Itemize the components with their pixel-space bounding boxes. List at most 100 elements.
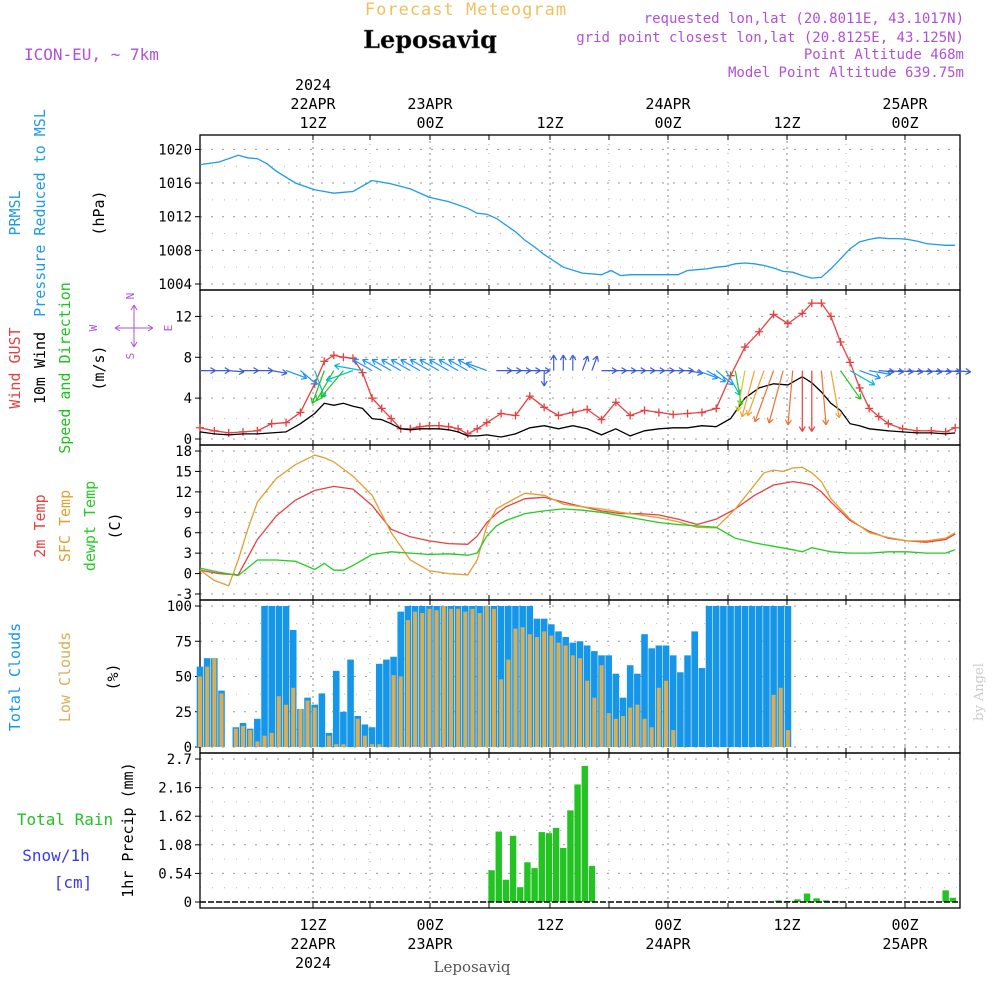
panel-precip: 0 0.54 1.08 1.62 2.16 2.7 bbox=[158, 752, 961, 911]
bottom-time-label: 00Z bbox=[416, 916, 443, 934]
panel-wind: 0 4 8 12 bbox=[175, 289, 972, 448]
sfc-temp-line bbox=[199, 454, 956, 587]
wind-arrow bbox=[739, 370, 756, 418]
low-cloud-bar bbox=[370, 744, 375, 747]
panel-pressure: 1004 1008 1012 1016 1020 bbox=[158, 134, 961, 293]
wind-arrow bbox=[325, 370, 354, 382]
axis-label: PRMSL bbox=[6, 190, 24, 235]
low-cloud-bar bbox=[420, 613, 425, 747]
wind-arrow bbox=[745, 370, 765, 417]
gust-point bbox=[339, 353, 348, 362]
wind-arrow bbox=[798, 370, 806, 432]
low-cloud-bar bbox=[578, 658, 582, 747]
total-cloud-bar bbox=[347, 659, 354, 747]
precip-bar bbox=[942, 890, 949, 902]
gust-point bbox=[640, 406, 649, 415]
precip-bar bbox=[794, 899, 801, 902]
low-cloud-bar bbox=[341, 744, 346, 747]
wind-arrow bbox=[849, 370, 876, 386]
precip-bar bbox=[545, 833, 553, 902]
model-altitude: Model Point Altitude 639.75m bbox=[728, 65, 964, 81]
gust-point bbox=[884, 419, 893, 428]
axis-label: Low Clouds bbox=[56, 632, 74, 722]
y-tick-label: 2.16 bbox=[158, 781, 192, 797]
y-tick-label: 1004 bbox=[158, 277, 192, 293]
total-cloud-bar bbox=[727, 606, 734, 747]
point-altitude: Point Altitude 468m bbox=[804, 47, 964, 63]
wind-arrow bbox=[753, 370, 775, 423]
gust-point bbox=[712, 404, 721, 413]
axis-label: Speed and Direction bbox=[56, 282, 74, 454]
precip-bar bbox=[567, 810, 574, 902]
total-cloud-bar bbox=[677, 672, 684, 747]
total-cloud-bar bbox=[770, 606, 777, 747]
low-cloud-bar bbox=[355, 718, 360, 747]
precip-bar bbox=[552, 827, 560, 902]
wind-arrow bbox=[381, 358, 402, 372]
bottom-time-label: 00Z bbox=[654, 916, 681, 934]
precip-bar bbox=[517, 887, 524, 902]
y-tick-label: 25 bbox=[175, 705, 192, 721]
gust-point bbox=[583, 405, 592, 414]
low-cloud-bar bbox=[305, 700, 310, 747]
wind-arrow bbox=[735, 370, 746, 412]
low-cloud-bar bbox=[219, 693, 224, 747]
gust-point bbox=[817, 299, 826, 308]
total-cloud-bar bbox=[741, 606, 749, 747]
top-time-label: 00Z bbox=[891, 114, 918, 132]
wind-arrow bbox=[569, 354, 577, 371]
gust-point bbox=[568, 408, 577, 417]
gust-point bbox=[497, 409, 506, 418]
y-tick-label: 4 bbox=[184, 391, 192, 407]
wind-arrow bbox=[214, 367, 231, 375]
low-cloud-bar bbox=[621, 715, 626, 747]
compass-n: N bbox=[124, 293, 137, 300]
low-cloud-bar bbox=[241, 725, 246, 747]
gust-point bbox=[855, 383, 864, 392]
axis-label: SFC Temp bbox=[56, 490, 74, 562]
wind-arrow bbox=[465, 361, 488, 372]
axis-label: (m/s) bbox=[90, 345, 108, 390]
top-time-label: 00Z bbox=[654, 114, 681, 132]
total-cloud-bar bbox=[748, 606, 756, 747]
wind-arrow bbox=[285, 370, 308, 380]
y-tick-label: 75 bbox=[175, 634, 192, 650]
gust-point bbox=[697, 408, 706, 417]
gust-point bbox=[224, 428, 233, 437]
low-cloud-bar bbox=[520, 627, 525, 747]
low-cloud-bar bbox=[377, 744, 382, 747]
low-cloud-bar bbox=[628, 707, 633, 747]
low-cloud-bar bbox=[534, 637, 539, 747]
axis-label: 2m Temp bbox=[31, 494, 49, 557]
total-cloud-bar bbox=[777, 606, 785, 747]
bottom-time-label: 25APR bbox=[882, 935, 928, 953]
y-tick-label: 15 bbox=[175, 464, 192, 480]
precip-bar bbox=[574, 784, 581, 902]
total-cloud-bar bbox=[254, 718, 261, 747]
bottom-time-label: 00Z bbox=[891, 916, 918, 934]
total-cloud-bar bbox=[648, 648, 655, 747]
low-cloud-bar bbox=[664, 680, 669, 747]
precip-bar bbox=[813, 898, 820, 902]
panel-temperature: -3 0 3 6 9 12 15 18 bbox=[175, 444, 961, 603]
low-cloud-bar bbox=[233, 728, 238, 747]
axis-label: (hPa) bbox=[90, 190, 108, 235]
axis-label: (C) bbox=[106, 512, 124, 539]
low-cloud-bar bbox=[391, 675, 396, 747]
wind-arrow bbox=[390, 358, 411, 372]
gust-point bbox=[783, 319, 792, 328]
top-time-label: 12Z bbox=[773, 114, 800, 132]
y-tick-label: 1020 bbox=[158, 142, 192, 158]
top-time-label: 25APR bbox=[882, 95, 928, 113]
low-cloud-bar bbox=[276, 696, 281, 747]
total-cloud-bar bbox=[318, 693, 326, 747]
bottom-time-label: 12Z bbox=[536, 916, 563, 934]
y-tick-label: 1012 bbox=[158, 210, 192, 226]
low-cloud-bar bbox=[269, 732, 274, 747]
gust-point bbox=[358, 368, 367, 377]
total-cloud-bar bbox=[497, 606, 505, 747]
total-cloud-bar bbox=[705, 606, 713, 747]
axis-label: 10m Wind bbox=[31, 332, 49, 404]
wind-arrow bbox=[540, 370, 548, 387]
